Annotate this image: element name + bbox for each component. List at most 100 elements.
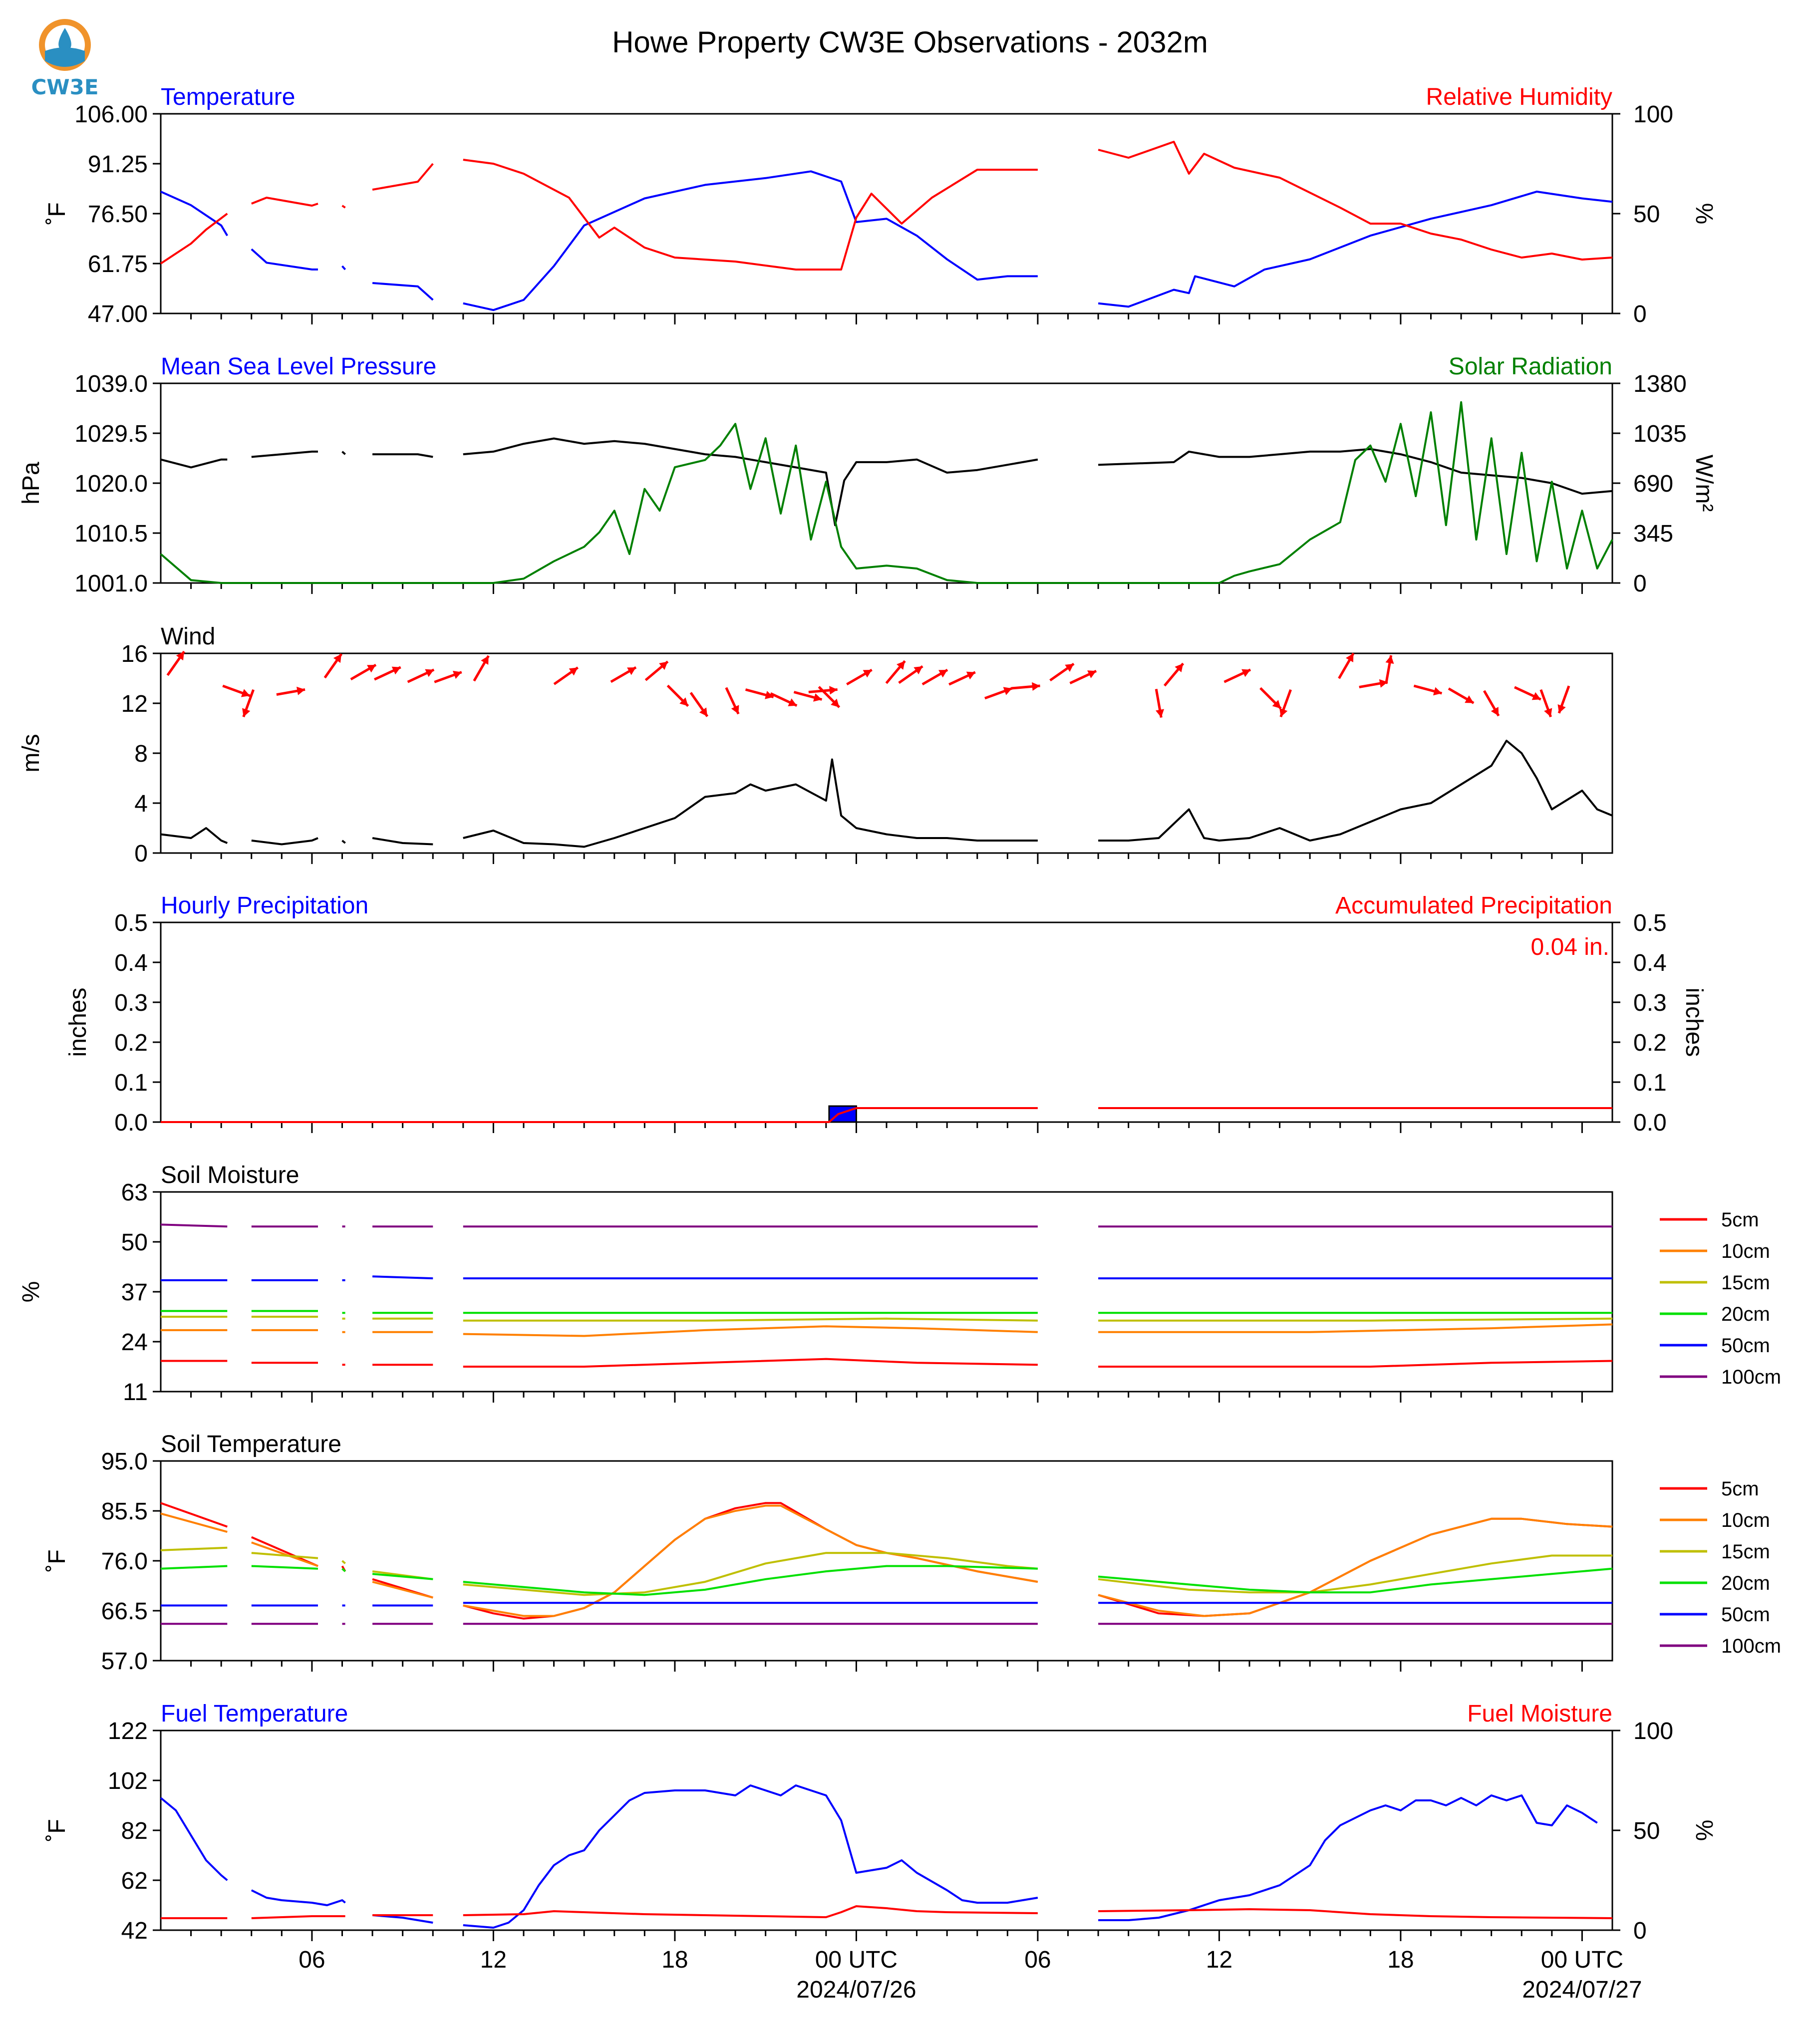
series-line-red — [251, 1915, 345, 1919]
legend-label: 15cm — [1721, 1541, 1770, 1563]
series-line-5cm — [1098, 1517, 1613, 1617]
wind-arrow-head — [731, 705, 739, 714]
x-tick-label: 18 — [1387, 1947, 1414, 1973]
series-line-black — [463, 437, 1038, 527]
series-line-20cm — [251, 1565, 318, 1570]
series-line-black — [341, 840, 346, 844]
legend-label: 50cm — [1721, 1335, 1770, 1357]
legend-label: 15cm — [1721, 1272, 1770, 1294]
x-tick-label: 12 — [1206, 1947, 1232, 1973]
panel-7: Fuel Temperature Fuel Moisture 122 102 82 62 4… — [44, 1701, 1717, 2003]
y2-tick-label: 0 — [1633, 301, 1647, 327]
legend-label: 20cm — [1721, 1572, 1770, 1594]
x-date-label: 2024/07/26 — [796, 1977, 916, 2003]
y-tick-label: 61.75 — [88, 251, 148, 278]
wind-arrow-head — [1065, 663, 1074, 672]
y-tick-label: 1039.0 — [74, 371, 148, 397]
wind-arrow-head — [242, 708, 251, 717]
wind-arrow-head — [1379, 679, 1388, 688]
series-line-10cm — [160, 1512, 228, 1533]
series-line-red — [251, 197, 318, 207]
series-line-20cm — [160, 1565, 228, 1570]
series-line-blue — [463, 170, 1038, 311]
wind-arrow-head — [176, 651, 184, 661]
y2-tick-label: 0.0 — [1633, 1110, 1667, 1136]
wind-arrow-head — [367, 665, 376, 673]
x-tick-label: 12 — [480, 1947, 507, 1973]
wind-arrow-head — [1465, 695, 1474, 703]
y-tick-label: 24 — [121, 1329, 148, 1356]
wind-arrow-head — [831, 698, 840, 708]
series-line-red — [463, 159, 1038, 271]
panel-title-right: Relative Humidity — [1426, 84, 1612, 110]
series-line-blue — [341, 265, 346, 271]
y-axis-label: inches — [65, 988, 91, 1057]
wind-arrow-head — [1032, 682, 1040, 691]
y-tick-label: 57.0 — [101, 1648, 148, 1675]
y-tick-label: 1010.5 — [74, 521, 148, 547]
series-line-10cm — [1098, 1323, 1613, 1333]
series-line-20cm — [372, 1573, 433, 1580]
y2-tick-label: 0 — [1633, 571, 1647, 597]
y-tick-label: 0.1 — [114, 1070, 148, 1096]
series-line-blue — [1098, 190, 1613, 308]
wind-arrow-head — [627, 667, 636, 675]
plot-frame — [160, 921, 1613, 1123]
wind-arrow-head — [913, 666, 923, 674]
y-tick-label: 82 — [121, 1818, 148, 1844]
legend-label: 100cm — [1721, 1635, 1781, 1657]
wind-arrow-head — [1087, 670, 1097, 678]
wind-arrow-head — [452, 670, 462, 679]
panel-title-left: Temperature — [161, 84, 295, 110]
series-line-blue — [1098, 1794, 1598, 1921]
accumulated-total: 0.04 in. — [1531, 934, 1609, 960]
y-tick-label: 76.0 — [101, 1548, 148, 1575]
panel-title-left: Soil Moisture — [161, 1162, 299, 1188]
series-line-black — [160, 827, 228, 844]
series-line-10cm — [1098, 1517, 1613, 1617]
series-line-50cm — [372, 1275, 433, 1280]
series-line-black — [372, 837, 433, 846]
y-axis-label: ˚F — [44, 202, 70, 225]
y2-axis-label: % — [1691, 1820, 1717, 1841]
wind-arrow-head — [569, 667, 578, 676]
x-tick-label: 06 — [299, 1947, 325, 1973]
y-tick-label: 11 — [123, 1379, 148, 1406]
wind-arrow-head — [1156, 709, 1165, 718]
panel-5: Soil Moisture6350372411%5cm10cm15cm20cm5… — [18, 1162, 1781, 1406]
series-line-20cm — [1098, 1567, 1613, 1594]
y2-tick-label: 0.5 — [1633, 910, 1667, 936]
wind-arrow-head — [241, 689, 250, 697]
series-line-15cm — [1098, 1554, 1612, 1594]
series-line-black — [463, 758, 1038, 848]
y-tick-label: 122 — [108, 1718, 148, 1744]
wind-arrow-head — [679, 697, 688, 706]
y2-axis-label: W/m² — [1691, 455, 1717, 512]
series-line-15cm — [160, 1546, 228, 1551]
y-tick-label: 0.4 — [114, 950, 148, 976]
y-tick-label: 95.0 — [101, 1449, 148, 1475]
wind-arrow-head — [897, 661, 905, 670]
series-line-black — [160, 458, 228, 469]
legend-label: 10cm — [1721, 1240, 1770, 1262]
series-line-10cm — [463, 1325, 1038, 1337]
series-line-15cm — [251, 1552, 318, 1559]
wind-arrow-head — [1433, 687, 1442, 696]
y2-tick-label: 1380 — [1633, 371, 1687, 397]
wind-arrow-head — [1385, 655, 1394, 664]
series-line-5cm — [463, 1358, 1038, 1368]
water-drop-icon — [39, 19, 91, 71]
series-line-15cm — [463, 1317, 1038, 1322]
y2-tick-label: 345 — [1633, 521, 1673, 547]
y-tick-label: 1001.0 — [74, 571, 148, 597]
y-tick-label: 85.5 — [101, 1498, 148, 1525]
wind-arrow-head — [391, 666, 401, 675]
y2-tick-label: 50 — [1633, 1818, 1660, 1844]
y-tick-label: 1029.5 — [74, 421, 148, 447]
series-line-black — [1098, 740, 1613, 842]
y-tick-label: 0 — [134, 841, 148, 867]
y-tick-label: 66.5 — [101, 1598, 148, 1625]
series-line-red — [372, 163, 434, 191]
panel-title-left: Wind — [161, 623, 215, 650]
